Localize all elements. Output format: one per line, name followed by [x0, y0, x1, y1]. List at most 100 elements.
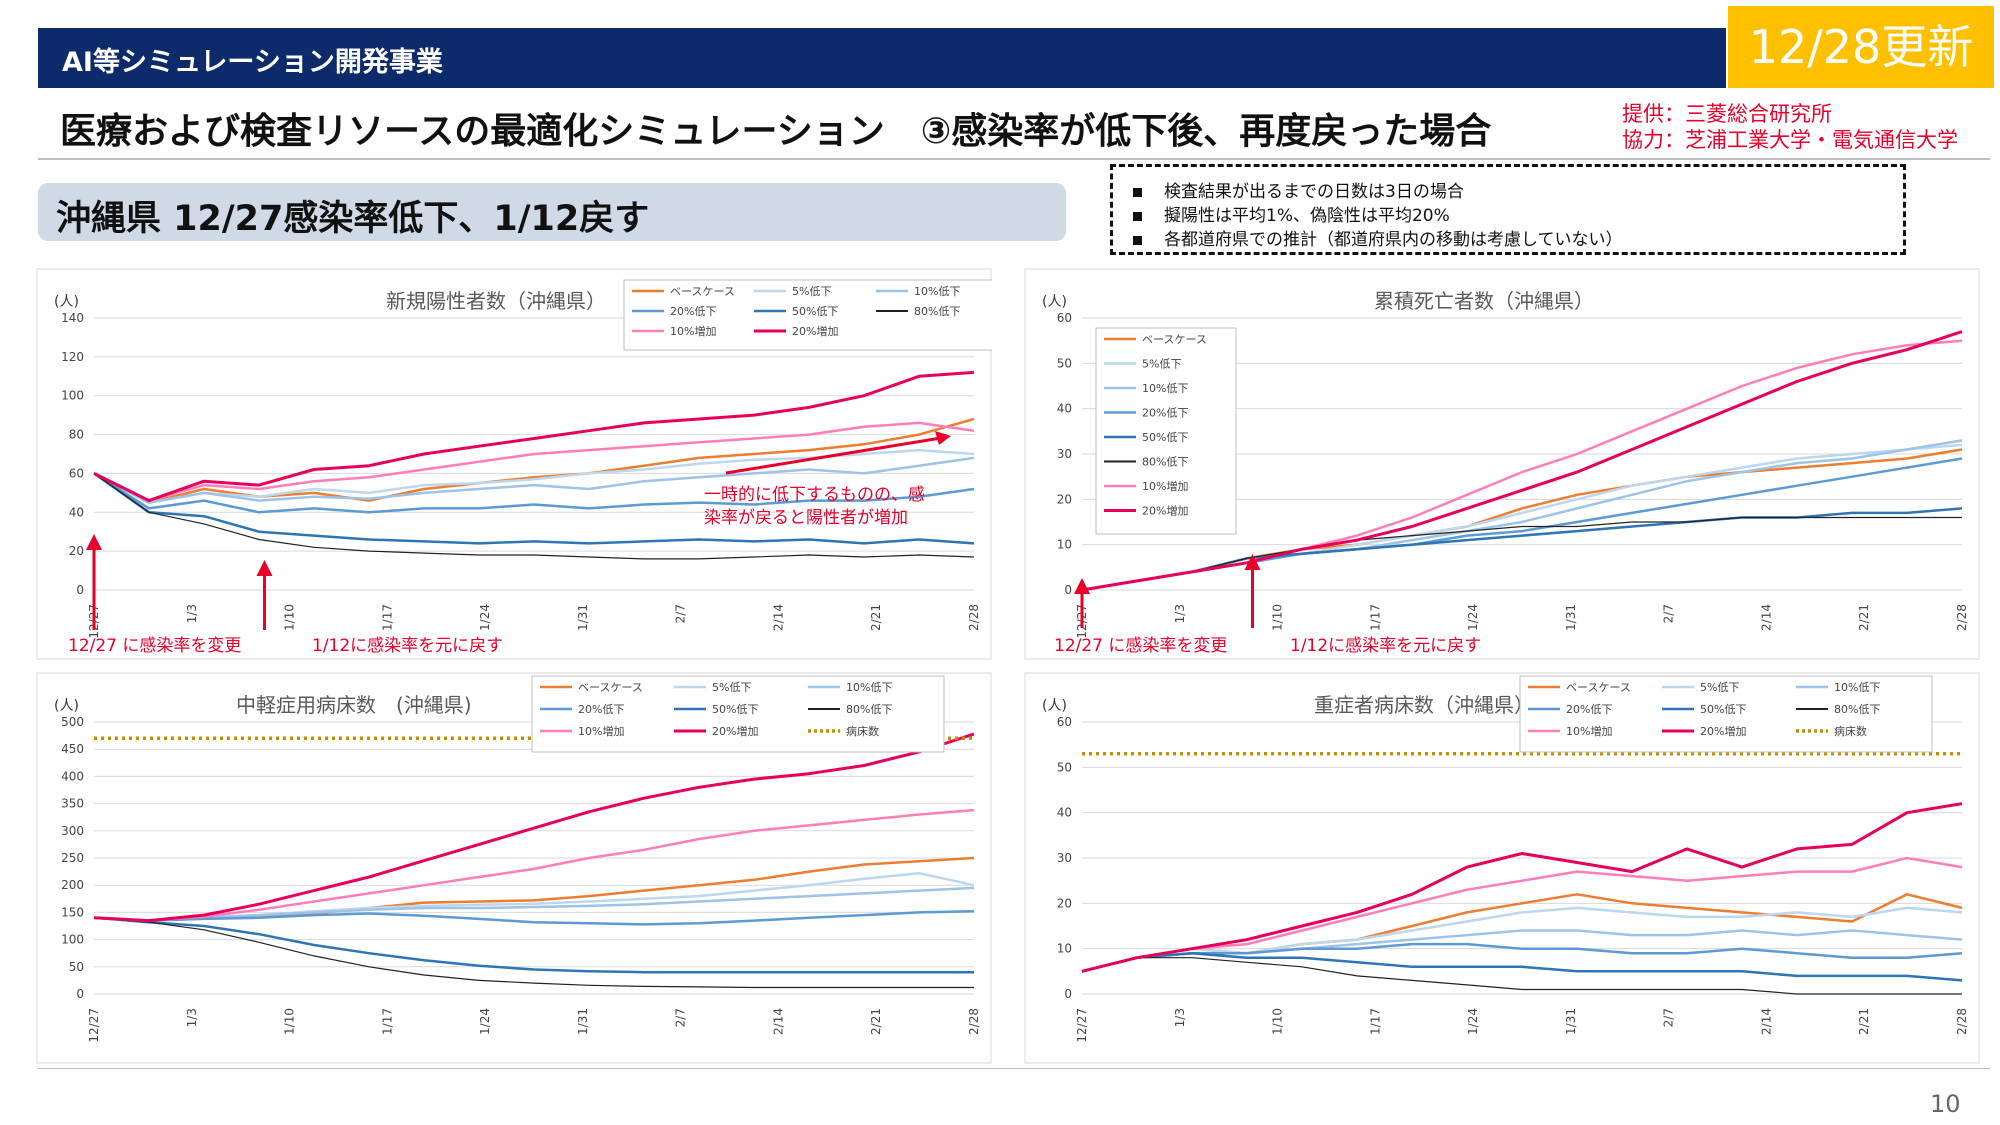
y-tick-label: 0 — [76, 583, 84, 597]
arrow-head-icon — [256, 560, 273, 576]
x-tick-label: 2/7 — [674, 604, 688, 623]
chart-new-positives: 02040608010012014012/271/31/101/171/241/… — [36, 268, 992, 660]
x-tick-label: 1/24 — [1466, 604, 1480, 631]
legend-label: 10%低下 — [1834, 681, 1880, 694]
y-tick-label: 0 — [1064, 987, 1072, 1001]
x-tick-label: 2/28 — [1955, 604, 1969, 631]
series-line-6 — [1081, 856, 1963, 973]
x-tick-label: 1/10 — [283, 604, 297, 631]
x-tick-label: 1/24 — [478, 604, 492, 631]
x-tick-label: 1/17 — [1368, 604, 1382, 631]
bullet-icon — [1133, 235, 1142, 245]
y-tick-label: 80 — [69, 428, 84, 442]
legend-label: 病床数 — [846, 724, 879, 738]
x-tick-label: 2/21 — [1857, 1008, 1871, 1035]
y-tick-label: 40 — [69, 505, 84, 519]
project-title: AI等シミュレーション開発事業 — [62, 47, 443, 78]
chart-severe-beds: 0 10 20 30 40 50 60 12/27 1/3 1/10 1/17 1/24 1/31 2/7… — [1024, 672, 1980, 1064]
y-tick-label: 50 — [1057, 356, 1072, 370]
x-tick-label: 1/3 — [185, 1008, 199, 1027]
legend-label: 10%低下 — [914, 285, 960, 298]
legend-box — [1519, 675, 1933, 753]
annotation-label: 一時的に低下するものの、感 — [704, 485, 925, 505]
x-tick-label: 2/7 — [674, 1008, 688, 1027]
y-tick-label: 20 — [69, 544, 84, 558]
series-line-7 — [93, 370, 975, 503]
x-tick-label: 1/17 — [1368, 1008, 1382, 1035]
page-title: 医療および検査リソースの最適化シミュレーション ③感染率が低下後、再度戻った場合 — [60, 111, 1492, 152]
y-tick-label: 60 — [1057, 715, 1072, 729]
x-tick-label: 1/31 — [1564, 1008, 1578, 1035]
x-tick-label: 1/10 — [1271, 604, 1285, 631]
arrow-head-icon — [1244, 554, 1261, 570]
y-tick-label: 40 — [1057, 402, 1072, 416]
x-tick-label: 1/3 — [1173, 604, 1187, 623]
region-title: 沖縄県 12/27感染率低下、1/12戻す — [56, 199, 650, 239]
page-number: 10 — [1930, 1090, 1961, 1118]
legend-label: 5%低下 — [792, 285, 831, 298]
x-tick-label: 12/27 — [87, 1008, 101, 1043]
legend-label: 10%低下 — [1142, 382, 1188, 395]
y-unit-label: (人) — [1042, 698, 1067, 714]
annotation-label: 染率が戻ると陽性者が増加 — [704, 508, 908, 528]
note-item: 検査結果が出るまでの日数は3日の場合 — [1133, 177, 1464, 202]
x-tick-label: 1/31 — [1564, 604, 1578, 631]
legend-label: 10%増加 — [578, 725, 624, 738]
y-tick-label: 10 — [1057, 942, 1072, 956]
y-tick-label: 10 — [1057, 538, 1072, 552]
legend-label: 病床数 — [1834, 724, 1867, 738]
y-tick-label: 0 — [1064, 583, 1072, 597]
legend-box — [623, 279, 992, 351]
chart-mild-beds: 0 50 100 150 200 250 300 350 400 450 500 12/27 1/3 1/… — [36, 672, 992, 1064]
footer-divider — [38, 1068, 1990, 1069]
credit-cooperation: 協力：芝浦工業大学・電気通信大学 — [1622, 128, 1958, 152]
x-tick-label: 2/21 — [869, 1008, 883, 1035]
series-line-2 — [93, 886, 975, 922]
annotation-label: 1/12に感染率を元に戻す — [1290, 636, 1481, 656]
arrow-head-icon — [86, 534, 102, 550]
series-line-7 — [1081, 330, 1963, 592]
x-tick-label: 2/14 — [771, 1008, 785, 1035]
region-banner — [38, 183, 1066, 241]
y-tick-label: 60 — [69, 466, 84, 480]
legend-label: 20%低下 — [1142, 407, 1188, 420]
legend-label: 80%低下 — [1142, 456, 1188, 469]
y-tick-label: 140 — [61, 311, 84, 325]
legend-label: 20%増加 — [792, 325, 838, 338]
legend-label: 50%低下 — [712, 703, 758, 716]
y-tick-label: 20 — [1057, 492, 1072, 506]
legend-label: 20%低下 — [1566, 703, 1612, 716]
legend-label: 10%増加 — [1566, 725, 1612, 738]
legend-label: ベースケース — [1566, 681, 1631, 694]
chart-title: 新規陽性者数（沖縄県） — [386, 289, 606, 313]
series-line-6 — [93, 421, 975, 502]
chart-title: 重症者病床数（沖縄県） — [1314, 693, 1534, 717]
legend-label: 20%増加 — [1142, 505, 1188, 518]
y-tick-label: 40 — [1057, 806, 1072, 820]
legend-label: 80%低下 — [1834, 703, 1880, 716]
series-line-0 — [93, 417, 975, 504]
update-badge: 12/28更新 — [1728, 6, 1994, 88]
x-tick-label: 1/17 — [380, 604, 394, 631]
x-tick-label: 2/28 — [967, 1008, 981, 1035]
legend-label: 10%増加 — [1142, 480, 1188, 493]
x-tick-label: 2/28 — [1955, 1008, 1969, 1035]
x-tick-label: 1/3 — [1173, 1008, 1187, 1027]
y-tick-label: 50 — [1057, 760, 1072, 774]
legend-box — [531, 675, 945, 753]
x-tick-label: 1/31 — [576, 604, 590, 631]
y-tick-label: 30 — [1057, 851, 1072, 865]
series-line-5 — [1081, 957, 1962, 995]
chart-title: 中軽症用病床数 (沖縄県) — [236, 693, 472, 717]
y-tick-label: 100 — [61, 933, 84, 947]
series-line-5 — [93, 917, 974, 989]
y-tick-label: 60 — [1057, 311, 1072, 325]
legend-label: 20%増加 — [1700, 725, 1746, 738]
assumptions-box: 検査結果が出るまでの日数は3日の場合 擬陽性は平均1%、偽陰性は平均20% 各都… — [1110, 164, 1906, 255]
x-tick-label: 2/7 — [1662, 604, 1676, 623]
arrow-head-icon — [935, 431, 951, 445]
header-bar — [38, 28, 1726, 88]
annotation-label: 1/12に感染率を元に戻す — [312, 636, 503, 656]
x-tick-label: 2/21 — [1857, 604, 1871, 631]
y-tick-label: 0 — [76, 987, 84, 1001]
